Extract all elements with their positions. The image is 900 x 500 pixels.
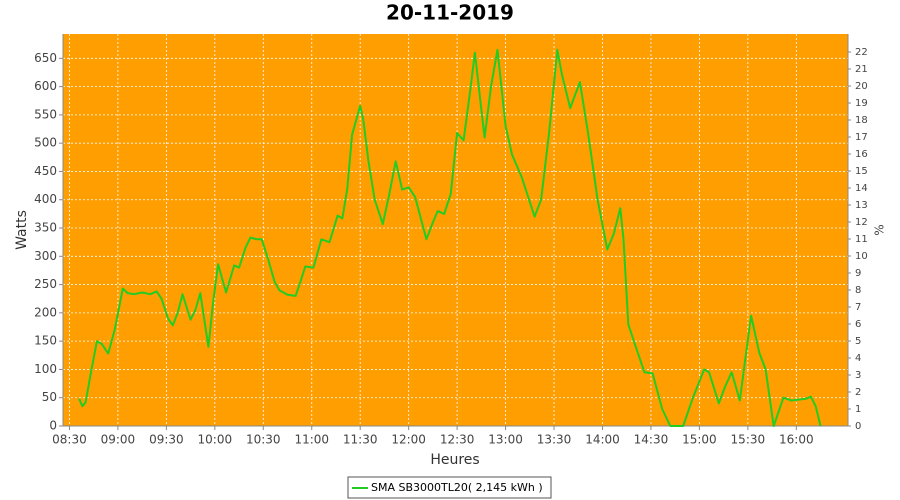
y2-tick-label: 11 [855,234,868,245]
y-tick-label: 0 [49,419,57,433]
y2-tick-label: 20 [855,81,868,92]
y-tick-label: 200 [34,305,57,319]
y2-tick-label: 12 [855,217,868,228]
x-tick-label: 08:30 [52,433,87,447]
y2-tick-label: 1 [855,404,861,415]
y-tick-label: 150 [34,334,57,348]
x-tick-label: 15:30 [731,433,766,447]
y2-tick-label: 13 [855,200,868,211]
y2-tick-label: 22 [855,47,868,58]
x-tick-label: 09:00 [101,433,136,447]
y2-tick-label: 0 [855,421,861,432]
y2-tick-label: 3 [855,370,861,381]
y2-tick-label: 16 [855,149,868,160]
y-tick-label: 500 [34,136,57,150]
x-tick-label: 10:30 [246,433,281,447]
legend-box [347,476,552,499]
x-axis-label: Heures [430,452,479,468]
y2-tick-label: 6 [855,319,861,330]
y2-tick-label: 4 [855,353,861,364]
data-line [78,48,822,427]
y-tick-label: 50 [42,390,57,404]
y2-tick-label: 8 [855,285,861,296]
y-tick-label: 450 [34,164,57,178]
y2-tick-label: 2 [855,387,861,398]
x-tick-label: 13:00 [488,433,523,447]
x-tick-label: 12:00 [391,433,426,447]
x-tick-label: 10:00 [198,433,233,447]
y2-tick-label: 21 [855,64,868,75]
y2-tick-label: 9 [855,268,861,279]
x-tick-label: 14:00 [585,433,620,447]
y-tick-label: 300 [34,249,57,263]
y-tick-label: 600 [34,79,57,93]
x-tick-label: 11:30 [343,433,378,447]
chart-title: 20-11-2019 [386,1,514,25]
y-tick-label: 400 [34,192,57,206]
y2-axis-label: % [873,224,887,235]
y2-tick-label: 7 [855,302,861,313]
y-tick-label: 250 [34,277,57,291]
y-axis-label: Watts [14,210,30,250]
y2-tick-label: 15 [855,166,868,177]
x-tick-label: 12:30 [440,433,475,447]
legend-label: SMA SB3000TL20( 2,145 kWh ) [371,481,543,494]
x-tick-label: 13:30 [537,433,572,447]
x-tick-label: 16:00 [779,433,814,447]
x-tick-label: 14:30 [634,433,669,447]
y-tick-label: 100 [34,362,57,376]
x-tick-label: 11:00 [294,433,329,447]
y2-tick-label: 19 [855,98,868,109]
plot-area [63,34,848,426]
y-tick-label: 550 [34,107,57,121]
x-tick-label: 15:00 [682,433,717,447]
y-tick-label: 350 [34,221,57,235]
x-tick-label: 09:30 [149,433,184,447]
y2-tick-label: 5 [855,336,861,347]
y2-tick-label: 18 [855,115,868,126]
y2-tick-label: 17 [855,132,868,143]
y2-tick-label: 14 [855,183,868,194]
y-tick-label: 650 [34,51,57,65]
y2-tick-label: 10 [855,251,868,262]
